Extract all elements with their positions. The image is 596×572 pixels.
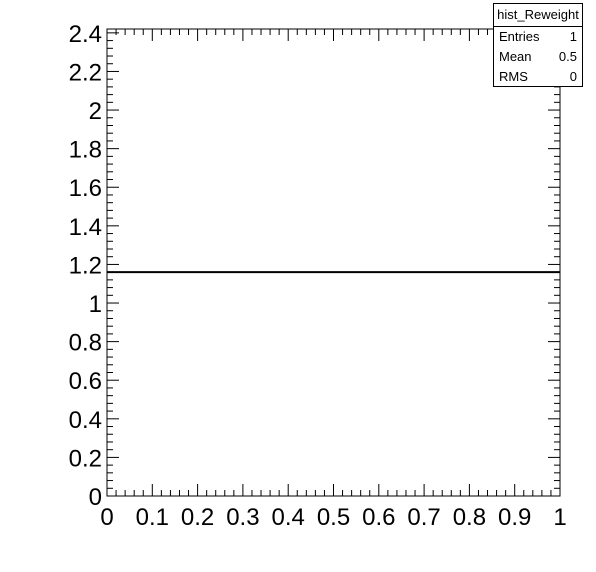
x-axis-ticks: 0 0.1 0.2 0.3 0.4 0.5 0.6 0.7 0.8 0.9 1 xyxy=(100,29,567,531)
y-tick-label: 0.4 xyxy=(69,407,102,434)
x-tick-label: 0 xyxy=(100,504,113,531)
stats-label: Mean xyxy=(499,49,532,64)
x-tick-label: 1 xyxy=(553,504,566,531)
x-tick-label: 0.6 xyxy=(362,504,395,531)
y-tick-label: 2.2 xyxy=(69,59,102,86)
stats-row-entries: Entries 1 xyxy=(494,27,582,47)
stats-value: 0 xyxy=(569,69,577,84)
y-tick-label: 1.4 xyxy=(69,214,102,241)
x-tick-label: 0.9 xyxy=(498,504,531,531)
y-tick-label: 1.8 xyxy=(69,137,102,164)
stats-value: 0.5 xyxy=(558,49,577,64)
y-tick-label: 0.2 xyxy=(69,445,102,472)
plot-frame xyxy=(106,28,561,497)
x-tick-label: 0.3 xyxy=(226,504,259,531)
y-tick-label: 0.8 xyxy=(69,330,102,357)
x-tick-label: 0.5 xyxy=(317,504,350,531)
y-tick-label: 1 xyxy=(89,291,102,318)
x-tick-label: 0.1 xyxy=(136,504,169,531)
stats-label: Entries xyxy=(499,29,540,44)
y-tick-label: 2 xyxy=(89,98,102,125)
stats-row-mean: Mean 0.5 xyxy=(494,47,582,67)
x-tick-label: 0.2 xyxy=(181,504,214,531)
y-tick-label: 2.4 xyxy=(69,21,102,48)
y-tick-label: 0 xyxy=(89,484,102,511)
y-tick-label: 1.2 xyxy=(69,252,102,279)
x-tick-label: 0.8 xyxy=(453,504,486,531)
stats-title: hist_Reweight xyxy=(494,4,582,27)
y-tick-label: 0.6 xyxy=(69,368,102,395)
y-axis-ticks: 0 0.2 0.4 0.6 0.8 1 1.2 1.4 1.6 1.8 2 2.2 2.4 xyxy=(69,21,560,511)
x-tick-label: 0.7 xyxy=(407,504,440,531)
stats-row-rms: RMS 0 xyxy=(494,67,582,87)
x-tick-label: 0.4 xyxy=(272,504,305,531)
stats-value: 1 xyxy=(569,29,577,44)
y-tick-label: 1.6 xyxy=(69,175,102,202)
stats-box: hist_Reweight Entries 1 Mean 0.5 RMS 0 xyxy=(493,3,583,87)
stats-label: RMS xyxy=(499,69,528,84)
